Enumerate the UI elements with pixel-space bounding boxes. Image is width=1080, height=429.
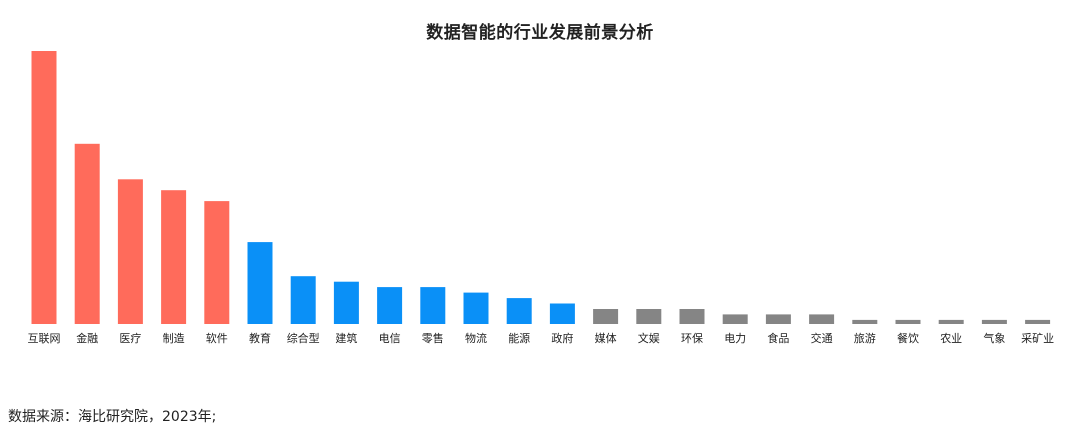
bar-互联网: [31, 51, 57, 324]
bar-建筑: [333, 281, 359, 324]
x-tick-label: 交通: [811, 331, 833, 345]
bar-零售: [420, 287, 446, 324]
bar-农业: [938, 319, 964, 324]
bar-物流: [463, 292, 489, 324]
x-tick-label: 政府: [551, 331, 573, 345]
bar-气象: [981, 319, 1007, 324]
x-tick-label: 物流: [465, 331, 487, 345]
bar-能源: [506, 298, 532, 324]
x-tick-label: 电信: [379, 332, 401, 345]
x-tick-label: 医疗: [119, 331, 141, 345]
x-tick-label: 教育: [249, 331, 271, 345]
x-tick-label: 电力: [724, 332, 746, 345]
chart-title: 数据智能的行业发展前景分析: [426, 23, 654, 43]
bars-group: [31, 51, 1051, 324]
x-tick-label: 文娱: [638, 331, 660, 345]
bar-综合型: [290, 276, 316, 324]
x-tick-label: 旅游: [854, 331, 876, 345]
bar-金融: [74, 143, 100, 324]
bar-教育: [247, 242, 273, 324]
bar-电信: [377, 287, 403, 324]
x-tick-label: 建筑: [335, 331, 357, 345]
x-tick-label: 农业: [940, 331, 962, 345]
bar-旅游: [852, 319, 878, 324]
bar-软件: [204, 201, 230, 324]
x-tick-label: 环保: [681, 331, 703, 345]
bar-政府: [549, 303, 575, 324]
bar-食品: [765, 314, 791, 324]
bar-文娱: [636, 309, 662, 324]
x-tick-label: 综合型: [287, 331, 320, 345]
source-note: 数据来源：海比研究院，2023年;: [8, 409, 217, 425]
bar-医疗: [117, 179, 143, 324]
tick-labels-group: 互联网 金融 医疗 制造 软件 教育 综合型 建筑 电信 零售 物流 能源 政府 媒体 文娱 环保 电力 食品 交通…: [28, 331, 1055, 345]
x-tick-label: 金融: [76, 331, 98, 345]
x-tick-label: 制造: [163, 331, 185, 345]
bar-chart: 互联网 金融 医疗 制造 软件 教育 综合型 建筑 电信 零售 物流 能源 政府 媒体 文娱 环保 电力 食品 交通…: [28, 51, 1055, 345]
bar-电力: [722, 314, 748, 324]
bar-媒体: [593, 309, 619, 324]
bar-环保: [679, 309, 705, 324]
x-tick-label: 互联网: [28, 332, 61, 345]
bar-采矿业: [1025, 319, 1051, 324]
x-tick-label: 零售: [422, 331, 444, 345]
bar-交通: [809, 314, 835, 324]
x-tick-label: 餐饮: [897, 331, 919, 345]
bar-制造: [161, 190, 187, 324]
x-tick-label: 能源: [508, 331, 530, 345]
x-tick-label: 气象: [983, 331, 1005, 345]
x-tick-label: 软件: [206, 331, 228, 345]
x-tick-label: 媒体: [595, 331, 617, 345]
x-tick-label: 采矿业: [1021, 332, 1054, 345]
x-tick-label: 食品: [767, 331, 789, 345]
bar-餐饮: [895, 319, 921, 324]
